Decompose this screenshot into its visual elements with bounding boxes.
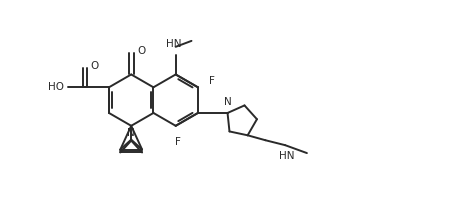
Text: HO: HO bbox=[48, 82, 63, 92]
Text: N: N bbox=[127, 128, 135, 138]
Text: O: O bbox=[137, 46, 145, 56]
Text: HN: HN bbox=[166, 39, 182, 49]
Text: HN: HN bbox=[280, 151, 295, 161]
Text: F: F bbox=[209, 76, 215, 86]
Text: O: O bbox=[90, 61, 98, 70]
Text: N: N bbox=[224, 97, 231, 107]
Text: F: F bbox=[175, 137, 181, 147]
